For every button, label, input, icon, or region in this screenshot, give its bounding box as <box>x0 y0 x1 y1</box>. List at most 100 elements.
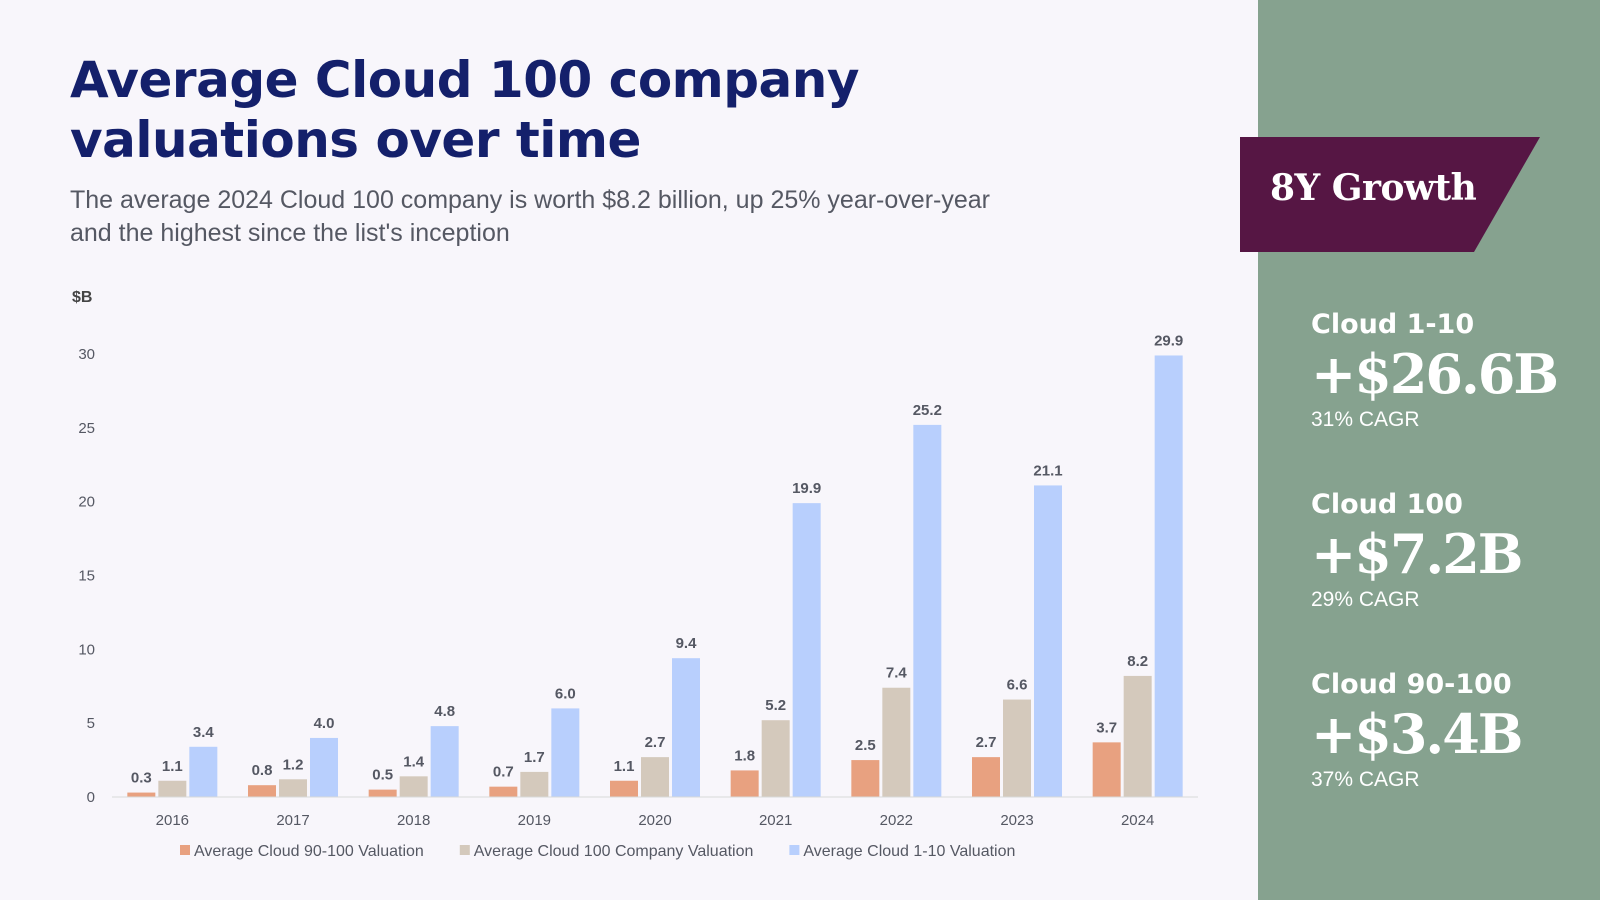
stat-label: Cloud 100 <box>1311 489 1463 520</box>
bar <box>158 780 187 797</box>
bar-value-label: 1.1 <box>162 758 183 775</box>
y-tick-label: 10 <box>78 641 95 658</box>
legend-label: Average Cloud 90-100 Valuation <box>194 843 424 860</box>
y-tick-label: 15 <box>78 568 95 585</box>
bar-value-label: 0.7 <box>493 764 514 781</box>
bar-value-label: 0.8 <box>252 762 273 779</box>
x-tick-label: 2019 <box>518 812 551 829</box>
stat-cagr: 29% CAGR <box>1311 588 1420 611</box>
bar <box>882 687 911 797</box>
bar-value-label: 8.2 <box>1127 653 1148 670</box>
bar-value-label: 9.4 <box>676 635 698 652</box>
chart-legend: Average Cloud 90-100 Valuation Average Cl… <box>180 843 1015 860</box>
legend-swatch <box>789 845 800 855</box>
stat-value: +$7.2B <box>1311 522 1523 586</box>
bar <box>913 424 942 797</box>
stat-cloud-100: Cloud 100 +$7.2B 29% CAGR <box>1311 489 1591 613</box>
bar-value-label: 1.4 <box>403 753 425 770</box>
subtitle-line-1: The average 2024 Cloud 100 company is wo… <box>70 186 990 214</box>
bar-value-label: 2.7 <box>645 734 666 751</box>
stat-label: Cloud 1-10 <box>1311 309 1475 340</box>
bar-value-label: 2.7 <box>976 734 997 751</box>
page-subtitle: The average 2024 Cloud 100 company is wo… <box>70 184 1070 250</box>
valuation-bar-chart: $B 0 5 10 15 20 25 30 0.3 1.1 3.4 0.8 1.2 4.0 0.5 1.4… <box>72 289 1198 860</box>
y-tick-label: 30 <box>78 346 95 363</box>
bar <box>551 708 580 797</box>
bar <box>368 789 397 797</box>
bar-value-label: 4.8 <box>434 703 455 720</box>
bar <box>1154 355 1183 797</box>
bar-value-label: 1.8 <box>734 747 755 764</box>
bar-value-label: 3.7 <box>1096 719 1117 736</box>
bar <box>672 658 700 797</box>
y-axis-unit-label: $B <box>72 289 92 306</box>
bar-value-label: 1.2 <box>283 756 304 773</box>
legend-swatch <box>459 845 470 855</box>
stat-cloud-1-10: Cloud 1-10 +$26.6B 31% CAGR <box>1311 309 1591 433</box>
bar-value-label: 4.0 <box>314 715 335 732</box>
x-tick-label: 2022 <box>880 812 913 829</box>
growth-banner-text: 8Y Growth <box>1270 167 1477 209</box>
bar <box>248 785 276 797</box>
stat-cloud-90-100: Cloud 90-100 +$3.4B 37% CAGR <box>1311 669 1591 793</box>
bar <box>641 757 669 797</box>
x-tick-label: 2016 <box>156 812 189 829</box>
x-tick-label: 2023 <box>1000 812 1033 829</box>
bar-value-label: 19.9 <box>792 480 821 497</box>
bar <box>972 757 1000 797</box>
stat-cagr: 31% CAGR <box>1311 408 1420 431</box>
bar-value-label: 25.2 <box>913 402 942 419</box>
bar-value-label: 5.2 <box>765 697 786 714</box>
y-tick-label: 25 <box>78 420 95 437</box>
x-tick-label: 2021 <box>759 812 792 829</box>
bar-value-label: 1.1 <box>614 758 635 775</box>
x-tick-label: 2017 <box>276 812 309 829</box>
bar-value-label: 2.5 <box>855 737 876 754</box>
bar <box>1003 699 1031 797</box>
stat-cagr: 37% CAGR <box>1311 768 1420 791</box>
bar <box>1092 742 1121 797</box>
bar <box>430 726 459 797</box>
stat-value: +$26.6B <box>1311 342 1559 406</box>
bar <box>1034 485 1062 797</box>
bar-value-label: 29.9 <box>1154 332 1183 349</box>
legend-label: Average Cloud 100 Company Valuation <box>474 843 754 860</box>
bar-groups: 0.3 1.1 3.4 0.8 1.2 4.0 0.5 1.4 4.8 0.7 1.7 6.0 1.1 2… <box>127 332 1183 797</box>
x-tick-label: 2020 <box>638 812 671 829</box>
bar-value-label: 1.7 <box>524 749 545 766</box>
bar <box>279 779 307 797</box>
bar <box>310 737 338 797</box>
page-title: Average Cloud 100 company valuations ove… <box>70 50 970 170</box>
stat-value: +$3.4B <box>1311 702 1523 766</box>
bar-value-label: 3.4 <box>193 724 215 741</box>
bar-value-label: 7.4 <box>886 665 908 682</box>
bar <box>520 771 549 797</box>
bar <box>761 720 790 797</box>
title-line-1: Average Cloud 100 company <box>70 51 860 109</box>
y-axis-ticks: 0 5 10 15 20 25 30 <box>78 346 95 806</box>
bar <box>792 503 821 797</box>
y-tick-label: 5 <box>87 715 95 732</box>
bar <box>851 760 880 797</box>
subtitle-line-2: and the highest since the list's incepti… <box>70 219 510 247</box>
y-tick-label: 0 <box>87 789 95 806</box>
bar <box>730 770 759 797</box>
bar-value-label: 21.1 <box>1033 462 1062 479</box>
legend-swatch <box>180 845 190 855</box>
bar-value-label: 6.6 <box>1007 677 1028 694</box>
bar <box>610 780 638 797</box>
bar <box>189 746 218 797</box>
x-axis-ticks: 2016 2017 2018 2019 2020 2021 2022 2023 2024 <box>156 812 1155 829</box>
bar <box>399 776 428 797</box>
bar-value-label: 6.0 <box>555 685 576 702</box>
bar <box>127 792 156 797</box>
bar <box>1123 675 1152 797</box>
y-tick-label: 20 <box>78 494 95 511</box>
title-line-2: valuations over time <box>70 111 641 169</box>
bar-value-label: 0.3 <box>131 770 152 787</box>
legend-label: Average Cloud 1-10 Valuation <box>803 843 1015 860</box>
main-panel: Average Cloud 100 company valuations ove… <box>70 50 1198 860</box>
x-tick-label: 2024 <box>1121 812 1154 829</box>
x-tick-label: 2018 <box>397 812 430 829</box>
bar <box>489 786 518 797</box>
